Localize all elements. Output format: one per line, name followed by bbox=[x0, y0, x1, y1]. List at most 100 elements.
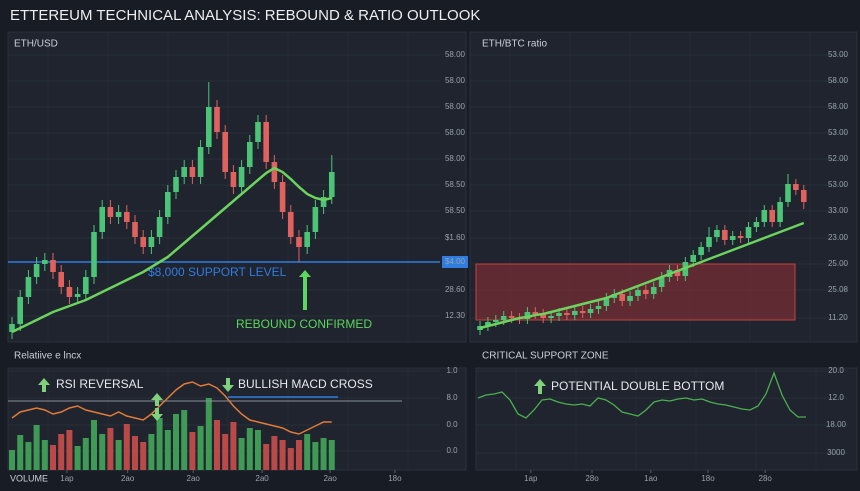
candle-body bbox=[140, 237, 146, 247]
volume-bar bbox=[197, 426, 204, 470]
volume-bar bbox=[123, 424, 130, 470]
candle-body bbox=[312, 207, 319, 232]
candle-body bbox=[761, 210, 768, 222]
candle-body bbox=[230, 172, 237, 187]
candle-body bbox=[793, 184, 799, 190]
panel-label: ETH/BTC ratio bbox=[482, 39, 547, 50]
candle-body bbox=[156, 217, 163, 237]
candle-body bbox=[255, 122, 261, 142]
candle-body bbox=[571, 311, 578, 315]
candle-body bbox=[9, 324, 15, 332]
annotation: RSI REVERSAL bbox=[56, 377, 144, 391]
y-tick-label: 18.00 bbox=[826, 420, 847, 429]
x-tick-label: 1ao bbox=[644, 474, 658, 483]
volume-bar bbox=[263, 444, 270, 470]
volume-bar bbox=[328, 440, 335, 470]
y-tick-label: 58.50 bbox=[445, 206, 466, 215]
candle-body bbox=[745, 227, 752, 238]
candle-body bbox=[564, 313, 570, 315]
x-tick-label: 18o bbox=[388, 474, 402, 483]
y-tick-label: 3000 bbox=[827, 448, 845, 457]
moving-average bbox=[479, 221, 805, 330]
arrow-head bbox=[38, 378, 50, 385]
candle-body bbox=[635, 290, 641, 296]
candle-body bbox=[500, 316, 507, 320]
candle-body bbox=[706, 237, 712, 247]
y-tick-label: 53.00 bbox=[828, 128, 849, 137]
candle-body bbox=[214, 107, 220, 132]
candle-body bbox=[328, 172, 335, 197]
candle-body bbox=[722, 230, 728, 240]
y-tick-label: 28.60 bbox=[445, 285, 466, 294]
volume-bar bbox=[312, 442, 319, 470]
candle-body bbox=[540, 314, 546, 318]
volume-bar bbox=[74, 446, 81, 470]
volume-bar bbox=[99, 434, 106, 470]
y-tick-label: 25.00 bbox=[828, 259, 849, 268]
candle-body bbox=[603, 298, 610, 306]
candle-body bbox=[107, 207, 114, 217]
candle-body bbox=[698, 247, 704, 255]
y-tick-label: 53.00 bbox=[828, 180, 849, 189]
y-tick-label: 20.0 bbox=[828, 366, 844, 375]
volume-bar bbox=[41, 440, 48, 470]
candle-body bbox=[769, 210, 775, 222]
y-tick-label: 12.30 bbox=[445, 311, 466, 320]
annotation: REBOUND CONFIRMED bbox=[236, 317, 372, 331]
candle-body bbox=[493, 320, 499, 322]
support-label: $8,000 SUPPORT LEVEL bbox=[148, 265, 287, 279]
candle-body bbox=[485, 322, 491, 326]
y-tick-label: 58.00 bbox=[828, 76, 849, 85]
x-tick-label: 1ap bbox=[524, 474, 538, 483]
y-tick-label: 23.00 bbox=[828, 233, 849, 242]
annotation: BULLISH MACD CROSS bbox=[238, 377, 373, 391]
y-tick-label: 52.00 bbox=[828, 154, 849, 163]
candle-body bbox=[508, 316, 515, 318]
y-tick-label: 12.0 bbox=[828, 393, 844, 402]
candle-body bbox=[246, 142, 253, 167]
candle-body bbox=[164, 192, 171, 217]
candle-body bbox=[320, 197, 327, 207]
candle-body bbox=[189, 167, 196, 177]
arrow-head bbox=[151, 393, 163, 400]
candle-body bbox=[271, 162, 278, 182]
candle-body bbox=[777, 202, 783, 222]
y-tick-label: 58.00 bbox=[445, 50, 466, 59]
y-tick-label: 58.00 bbox=[445, 154, 466, 163]
y-tick-label: $1.60 bbox=[445, 233, 466, 242]
candle-body bbox=[99, 207, 106, 232]
volume-bar bbox=[254, 430, 261, 470]
x-tick-label: 2ao bbox=[323, 474, 337, 483]
candle-body bbox=[627, 296, 633, 301]
y-tick-label: 1.0 bbox=[446, 366, 458, 375]
y-tick-label: 58.00 bbox=[445, 76, 466, 85]
volume-bar bbox=[304, 434, 311, 470]
volume-bar bbox=[279, 440, 286, 470]
candle-body bbox=[532, 312, 539, 314]
panel-label: CRITICAL SUPPORT ZONE bbox=[482, 351, 609, 362]
candle-body bbox=[58, 272, 65, 287]
volume-bar bbox=[132, 436, 139, 470]
candle-body bbox=[132, 222, 138, 237]
panel-label: ETH/USD bbox=[14, 39, 58, 50]
volume-bar bbox=[246, 428, 253, 470]
x-tick-label: 2ao bbox=[187, 474, 201, 483]
candle-body bbox=[279, 182, 286, 212]
candle-body bbox=[650, 287, 657, 294]
rsi-line bbox=[11, 381, 332, 435]
volume-bar bbox=[107, 428, 114, 470]
candle-body bbox=[619, 294, 625, 301]
candle-body bbox=[115, 212, 122, 217]
x-tick-label: 2ao bbox=[121, 474, 135, 483]
volume-bar bbox=[25, 442, 32, 470]
candle-body bbox=[595, 306, 602, 309]
volume-bar bbox=[140, 442, 147, 470]
y-tick-label: 25.08 bbox=[828, 285, 849, 294]
candle-body bbox=[287, 212, 294, 237]
annotation: POTENTIAL DOUBLE BOTTOM bbox=[551, 379, 724, 393]
moving-average bbox=[11, 166, 333, 334]
candle-body bbox=[148, 237, 155, 247]
candle-body bbox=[296, 237, 302, 247]
candle-body bbox=[181, 167, 187, 177]
volume-bar bbox=[189, 432, 196, 470]
